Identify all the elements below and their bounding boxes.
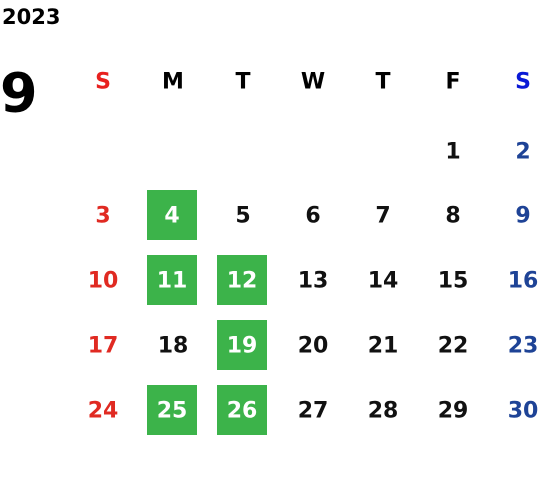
day: 16 <box>508 269 539 294</box>
weekday-header: S <box>515 70 531 95</box>
day: 22 <box>438 334 469 359</box>
day: 5 <box>235 204 250 229</box>
day: 25 <box>157 399 188 424</box>
day: 29 <box>438 399 469 424</box>
day: 20 <box>298 334 329 359</box>
day: 4 <box>164 204 179 229</box>
highlight-box <box>217 385 267 435</box>
day: 6 <box>305 204 320 229</box>
day: 26 <box>227 399 258 424</box>
weekday-header: S <box>95 70 111 95</box>
day: 13 <box>298 269 329 294</box>
weekday-header: W <box>301 70 325 95</box>
day: 10 <box>88 269 119 294</box>
day: 1 <box>445 140 460 165</box>
day: 23 <box>508 334 539 359</box>
weekday-header: M <box>162 70 184 95</box>
day: 19 <box>227 334 258 359</box>
highlight-box <box>217 320 267 370</box>
day: 2 <box>515 140 530 165</box>
day: 8 <box>445 204 460 229</box>
highlight-box <box>147 255 197 305</box>
month: 9 <box>0 62 38 125</box>
highlight-box <box>147 385 197 435</box>
weekday-header: F <box>445 70 460 95</box>
weekday-header: T <box>375 70 390 95</box>
day: 18 <box>158 334 189 359</box>
day: 14 <box>368 269 399 294</box>
highlight-box <box>147 190 197 240</box>
day: 15 <box>438 269 469 294</box>
day: 3 <box>95 204 110 229</box>
day: 30 <box>508 399 539 424</box>
day: 12 <box>227 269 258 294</box>
weekday-header: T <box>235 70 250 95</box>
day: 28 <box>368 399 399 424</box>
year: 2023 <box>2 5 60 29</box>
highlight-box <box>217 255 267 305</box>
day: 21 <box>368 334 399 359</box>
day: 7 <box>375 204 390 229</box>
day: 17 <box>88 334 119 359</box>
day: 24 <box>88 399 119 424</box>
day: 9 <box>515 204 530 229</box>
day: 27 <box>298 399 329 424</box>
day: 11 <box>157 269 188 294</box>
